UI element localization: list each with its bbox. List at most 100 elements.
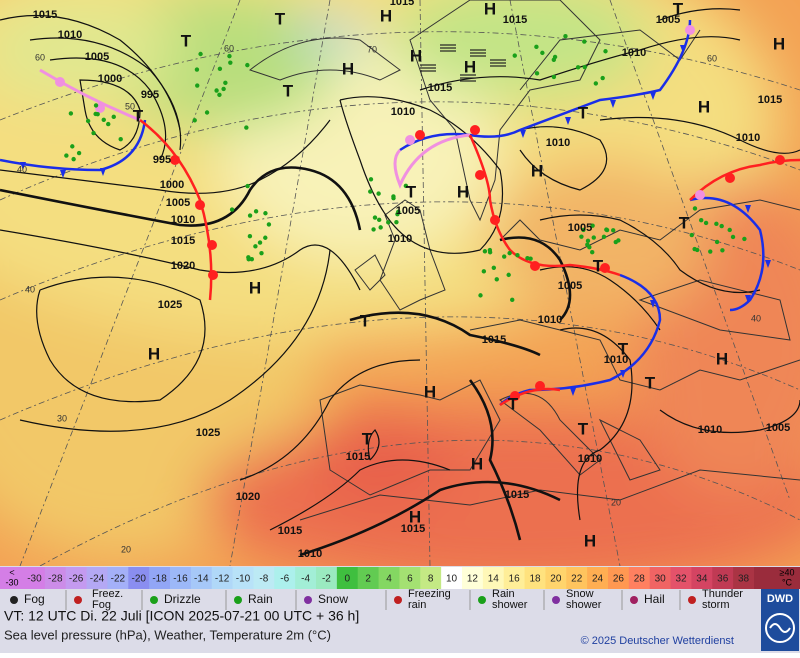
pressure-label: 1020	[236, 491, 260, 503]
valid-time: VT: 12 UTC Di. 22 Juli [ICON 2025-07-21 …	[4, 608, 359, 624]
scale-label: 6	[407, 574, 413, 585]
scale-cell	[357, 567, 380, 589]
scale-label: 4	[386, 574, 392, 585]
pressure-system: H	[410, 46, 422, 65]
pressure-system: H	[457, 182, 469, 201]
legend-icon	[552, 596, 560, 604]
scale-label: -20	[131, 574, 146, 585]
scale-label: 16	[509, 574, 521, 585]
legend-icon	[630, 596, 638, 604]
pressure-system: H	[342, 59, 354, 78]
rain-symbol	[551, 74, 557, 80]
rain-symbol	[582, 39, 587, 44]
rain-symbol	[604, 227, 610, 233]
rain-symbol	[613, 239, 618, 245]
rain-symbol	[223, 80, 228, 86]
front-symbol	[470, 125, 480, 135]
rain-symbol	[101, 117, 106, 123]
pressure-label: 1020	[171, 260, 195, 272]
rain-symbol	[600, 75, 605, 81]
front-symbol	[570, 388, 576, 396]
rain-symbol	[229, 207, 235, 212]
rain-symbol	[515, 252, 520, 258]
rain-symbol	[563, 34, 568, 39]
scale-cell	[107, 567, 129, 589]
scale-label: 12	[467, 574, 479, 585]
scale-cell	[733, 567, 755, 589]
front-symbol	[405, 135, 415, 145]
scale-cell	[482, 567, 505, 589]
pressure-system: T	[360, 311, 371, 330]
front-symbol	[765, 260, 771, 268]
rain-symbol	[391, 195, 396, 201]
front-symbol	[208, 270, 218, 280]
rain-symbol	[247, 234, 253, 239]
rain-symbol	[698, 218, 704, 223]
front-symbol	[475, 170, 485, 180]
legend-icon	[150, 596, 158, 604]
rain-symbol	[689, 232, 694, 238]
rain-symbol	[582, 64, 587, 70]
rain-symbol	[487, 247, 493, 253]
rain-symbol	[601, 234, 607, 240]
rain-symbol	[85, 118, 91, 124]
rain-symbol	[93, 103, 99, 108]
rain-symbol	[204, 110, 210, 115]
front-symbol	[775, 155, 785, 165]
scale-low: <	[9, 567, 14, 577]
legend-label: Snow	[566, 588, 594, 600]
scale-cell	[691, 567, 713, 589]
pressure-label: 1015	[482, 334, 506, 346]
scale-label: 20	[550, 574, 562, 585]
rain-symbol	[611, 228, 616, 233]
rain-symbol	[376, 217, 382, 223]
scale-label: -12	[215, 574, 230, 585]
pressure-system: H	[773, 34, 785, 53]
map-labels: 1015101010051000995995100010051010101510…	[17, 0, 790, 560]
latitude-label: 20	[611, 497, 621, 507]
latitude-label: 40	[17, 164, 27, 174]
latitude-label: 70	[367, 44, 377, 54]
rain-symbol	[730, 234, 736, 240]
scale-label: -16	[173, 574, 188, 585]
legend-label: Freez.	[92, 588, 123, 600]
scale-cell	[628, 567, 651, 589]
pressure-system: T	[275, 9, 286, 28]
scale-cell	[566, 567, 588, 589]
logo-wave	[769, 623, 791, 633]
scale-cell	[441, 567, 463, 589]
scale-cell	[316, 567, 338, 589]
scale-cell	[86, 567, 108, 589]
front-symbol	[535, 381, 545, 391]
front-symbol	[685, 25, 695, 35]
pressure-label: 1015	[33, 9, 57, 21]
pressure-label: 1010	[622, 47, 646, 59]
scale-cell	[0, 567, 24, 589]
pressure-system: H	[716, 349, 728, 368]
rain-symbol	[742, 236, 747, 242]
rain-symbol	[502, 254, 507, 259]
legend-label: shower	[566, 599, 602, 611]
pressure-label: 1015	[505, 489, 529, 501]
scale-label: 24	[592, 574, 604, 585]
front-symbol	[415, 130, 425, 140]
scale-cell	[545, 567, 567, 589]
front-symbol	[610, 100, 616, 108]
rain-symbol	[591, 235, 596, 240]
front-symbol	[195, 200, 205, 210]
rain-symbol	[552, 54, 558, 60]
rain-symbol	[266, 222, 272, 227]
rain-symbol	[585, 238, 591, 244]
rain-symbol	[590, 223, 595, 228]
scale-label: 10	[446, 574, 458, 585]
pressure-label: 1015	[390, 0, 414, 8]
rain-symbol	[386, 220, 391, 225]
scale-label: -26	[69, 574, 84, 585]
rain-symbol	[394, 219, 399, 225]
scale-label: -28	[48, 574, 63, 585]
logo-ring	[765, 613, 795, 643]
scale-cell	[149, 567, 171, 589]
pressure-label: 1015	[503, 14, 527, 26]
rain-symbol	[198, 51, 203, 57]
scale-cell	[274, 567, 296, 589]
